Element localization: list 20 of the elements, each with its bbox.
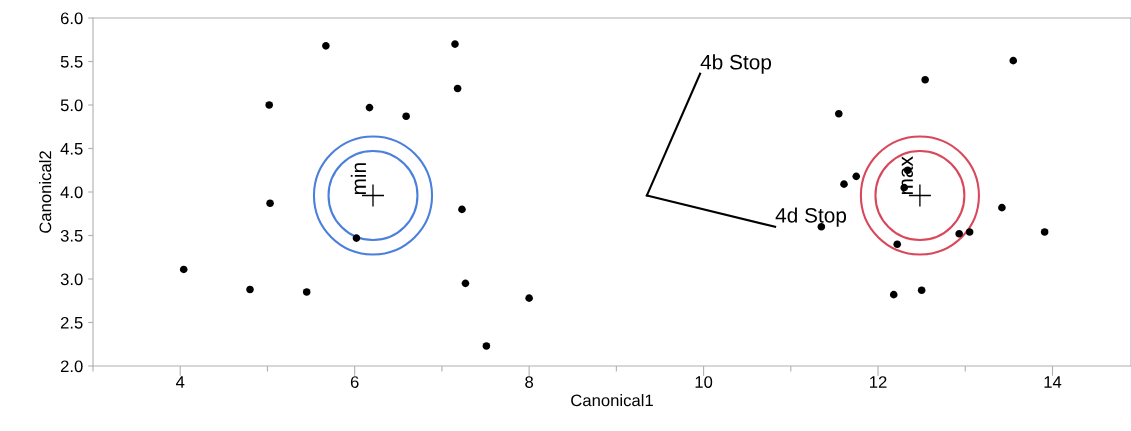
y-tick-label: 4.5	[60, 143, 83, 155]
y-tick-label: 3.0	[60, 273, 83, 286]
annotation: min	[350, 163, 366, 195]
x-axis-title: Canonical1	[571, 394, 653, 407]
y-tick-label: 6.0	[60, 12, 83, 25]
x-tick-label: 6	[350, 376, 359, 388]
y-tick-label: 5.5	[60, 56, 83, 68]
annotation: 4b Stop	[700, 54, 772, 74]
y-tick-label: 2.5	[60, 316, 83, 329]
x-tick-label: 8	[525, 376, 534, 388]
annotation: 4d Stop	[775, 207, 847, 227]
x-tick-label: 4	[175, 376, 185, 388]
y-axis-title: Canonical2	[39, 151, 52, 233]
y-tick-label: 3.5	[60, 229, 83, 242]
x-tick-label: 10	[695, 376, 713, 388]
x-tick-label: 14	[1044, 376, 1062, 388]
x-tick-label: 12	[870, 376, 887, 388]
y-tick-label: 5.0	[60, 99, 83, 112]
y-tick-label: 4.0	[60, 186, 83, 199]
y-tick-label: 2.0	[60, 360, 83, 373]
